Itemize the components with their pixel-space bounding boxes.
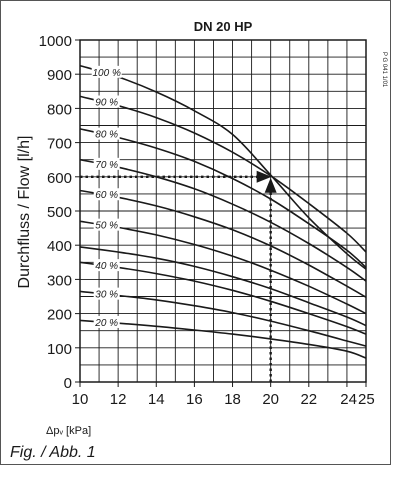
x-tick-labels: 10 12 14 16 18 20 22 24 25: [72, 382, 375, 408]
x-axis-label: Δpᵥ [kPa]: [46, 425, 91, 437]
curve-labels: 20 % 30 % 40 % 50 % 60 % 70 % 80 % 90 % 100 %: [91, 65, 122, 329]
curve-80-line: [79, 128, 367, 269]
curve-label-bg: [93, 287, 120, 300]
y-tick-label: 0: [64, 375, 72, 392]
curve-70-line: [79, 158, 367, 282]
curve-20-line: [79, 319, 367, 359]
curve-unlabeled-line: [79, 246, 367, 327]
y-tick-label: 600: [47, 170, 72, 187]
curve-label: 90 %: [95, 98, 118, 109]
curve-label-bg: [93, 157, 120, 170]
y-axis-label: Durchfluss / Flow [l/h]: [16, 136, 33, 289]
curve-label: 20 %: [94, 318, 118, 329]
curve-100-line: [79, 64, 367, 270]
x-tick-label: 22: [300, 391, 317, 408]
figure-caption: Fig. / Abb. 1: [10, 444, 96, 461]
y-tick-label: 300: [47, 272, 72, 289]
curve-label: 60 %: [95, 190, 118, 201]
x-tick-label: 18: [224, 391, 241, 408]
curve-label-bg: [93, 218, 120, 231]
y-tick-label: 400: [47, 238, 72, 255]
y-tick-label: 700: [47, 136, 72, 153]
curve-label: 50 %: [95, 221, 118, 232]
x-tick-label: 20: [262, 391, 279, 408]
y-tick-label: 900: [47, 67, 72, 84]
curve-90-line: [79, 95, 367, 253]
reading-arrow-up: [264, 177, 277, 193]
curve-label-bg: [91, 65, 122, 78]
curve-60-line: [79, 189, 367, 298]
curve-50-line: [79, 220, 367, 315]
y-tick-label: 500: [47, 204, 72, 221]
curve-30-line: [79, 290, 367, 347]
curve-40-line: [79, 261, 367, 335]
x-tick-label: 16: [186, 391, 203, 408]
x-tick-label: 14: [148, 391, 165, 408]
curve-label-bg: [93, 315, 120, 328]
curve-label-bg: [93, 127, 120, 140]
curve-label: 30 %: [95, 290, 118, 301]
y-tick-label: 1000: [39, 33, 72, 50]
valve-curves: [79, 64, 367, 359]
chart-title: DN 20 HP: [194, 19, 253, 34]
reading-arrow-right: [256, 170, 272, 183]
x-tick-label: 10: [72, 391, 89, 408]
curve-label: 80 %: [95, 130, 118, 141]
y-tick-label: 800: [47, 101, 72, 118]
y-tick-labels: 0 100 200 300 400 500 600 700 800 900 1000: [39, 33, 80, 392]
curve-label-bg: [93, 259, 120, 272]
y-tick-label: 100: [47, 341, 72, 358]
curve-label-bg: [93, 188, 120, 201]
curve-label-bg: [93, 95, 120, 108]
curve-label: 100 %: [93, 68, 121, 79]
curve-label: 70 %: [95, 160, 118, 171]
curve-label: 40 %: [95, 261, 118, 272]
x-tick-label: 25: [358, 391, 375, 408]
x-tick-label: 24: [340, 391, 357, 408]
outer-frame: [0, 0, 391, 465]
chart-grid: [80, 40, 366, 382]
y-tick-label: 200: [47, 307, 72, 324]
side-code: P G 041 1/01: [381, 52, 387, 88]
reading-guide: [80, 170, 277, 382]
x-tick-label: 12: [110, 391, 127, 408]
